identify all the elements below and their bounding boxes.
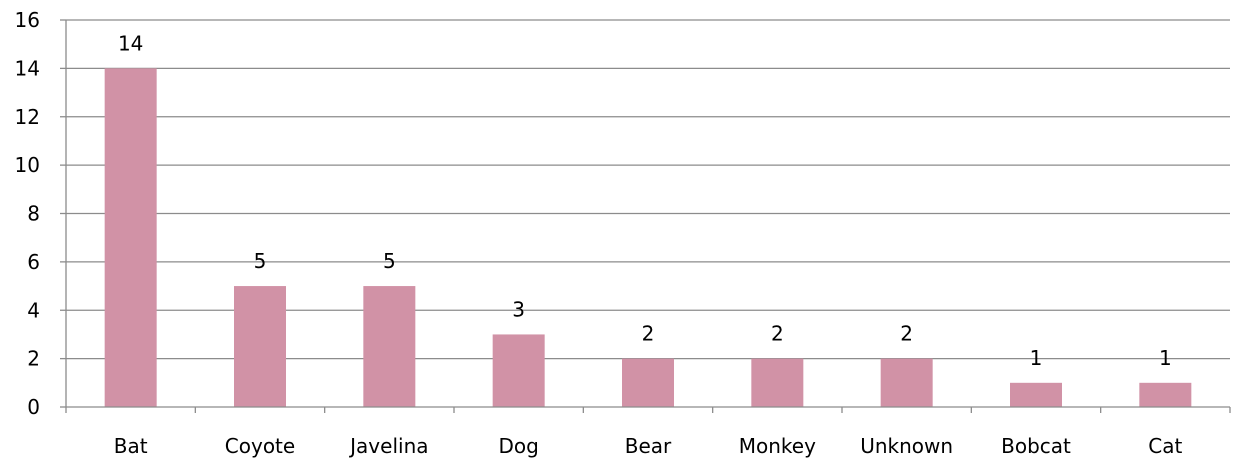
- bar-coyote: [234, 286, 286, 407]
- bar-cat: [1139, 382, 1192, 407]
- bar-unknown: [880, 358, 933, 407]
- bar-bear: [622, 358, 674, 407]
- bar-bat: [104, 68, 157, 407]
- data-label-dog: 3: [512, 297, 525, 321]
- y-tick-label: 0: [27, 395, 40, 419]
- x-category-label: Bear: [625, 434, 672, 458]
- data-label-bobcat: 1: [1030, 346, 1043, 370]
- data-label-javelina: 5: [383, 249, 396, 273]
- y-tick-label: 16: [15, 8, 40, 32]
- y-tick-label: 4: [27, 298, 40, 322]
- axes: [60, 19, 1231, 413]
- y-tick-label: 14: [15, 56, 40, 80]
- bar-dog: [492, 334, 545, 407]
- x-category-label: Cat: [1148, 434, 1182, 458]
- bars: [104, 68, 1192, 407]
- data-label-bat: 14: [118, 31, 143, 55]
- y-tick-label: 6: [27, 250, 40, 274]
- y-tick-label: 12: [15, 105, 40, 129]
- x-category-label: Javelina: [348, 434, 428, 458]
- data-label-unknown: 2: [900, 322, 913, 346]
- labels: 024681012141614Bat5Coyote5Javelina3Dog2B…: [15, 8, 1183, 458]
- y-tick-label: 2: [27, 347, 40, 371]
- x-category-label: Bobcat: [1001, 434, 1071, 458]
- y-tick-label: 8: [27, 202, 40, 226]
- x-category-label: Bat: [114, 434, 148, 458]
- y-tick-label: 10: [15, 153, 40, 177]
- x-category-label: Monkey: [739, 434, 816, 458]
- x-category-label: Coyote: [225, 434, 295, 458]
- x-category-label: Dog: [498, 434, 538, 458]
- data-label-coyote: 5: [254, 249, 267, 273]
- bar-bobcat: [1010, 382, 1062, 407]
- x-category-label: Unknown: [860, 434, 953, 458]
- bar-javelina: [363, 286, 416, 407]
- bar-monkey: [751, 358, 804, 407]
- data-label-monkey: 2: [771, 322, 784, 346]
- data-label-bear: 2: [642, 322, 655, 346]
- data-label-cat: 1: [1159, 346, 1172, 370]
